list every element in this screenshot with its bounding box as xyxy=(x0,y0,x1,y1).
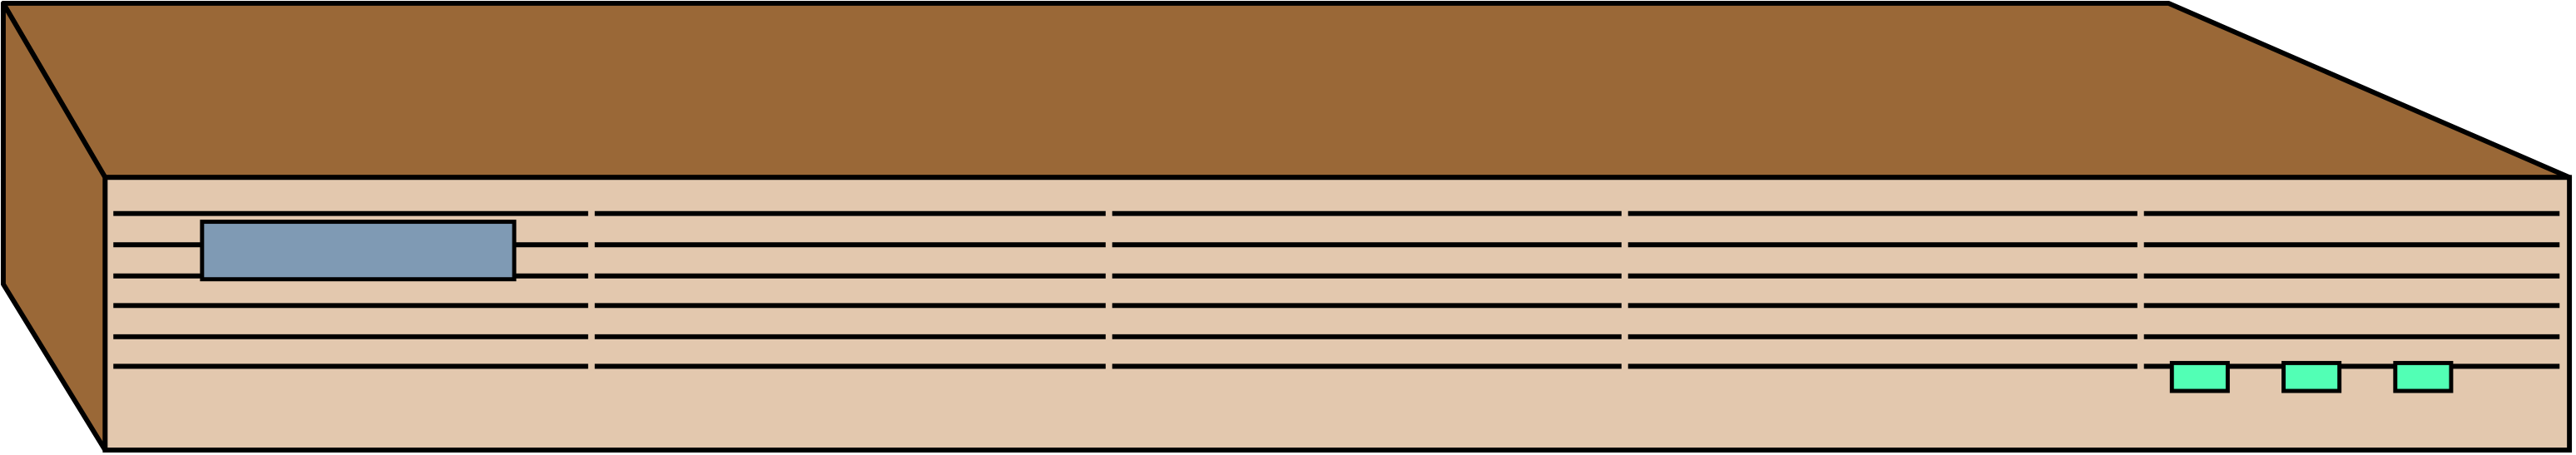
status-leds xyxy=(2169,360,2454,393)
led-3 xyxy=(2393,360,2454,393)
device-front-panel xyxy=(102,175,2573,453)
led-1 xyxy=(2169,360,2230,393)
led-2 xyxy=(2281,360,2342,393)
display-panel xyxy=(200,220,517,282)
device-top-face xyxy=(0,0,2573,181)
